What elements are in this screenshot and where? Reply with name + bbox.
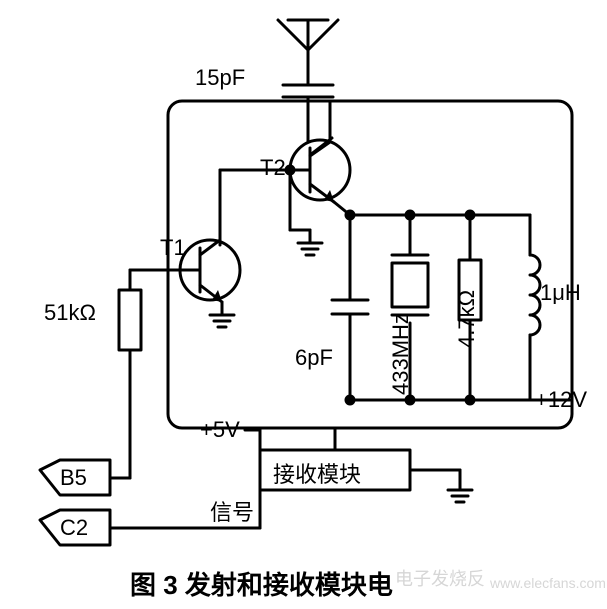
label-v12: +12V (535, 387, 587, 413)
watermark-left: 电子发烧反 (395, 565, 485, 591)
label-t2: T2 (260, 155, 286, 181)
label-rx-module: 接收模块 (273, 457, 361, 489)
label-crystal: 433MHz (388, 313, 414, 395)
label-c2: C2 (60, 515, 88, 541)
label-c-antenna: 15pF (195, 65, 245, 91)
circuit-diagram: 15pF T2 T1 51kΩ 6pF 433MHz 4.7kΩ 1μH +5V… (0, 0, 607, 609)
figure-caption: 图 3 发射和接收模块电 (130, 565, 393, 602)
label-r1: 51kΩ (44, 300, 96, 326)
label-v5: +5V (200, 417, 240, 443)
watermark-right: www.elecfans.com (490, 575, 606, 591)
label-c-bottom: 6pF (295, 345, 333, 371)
label-l1: 1μH (540, 280, 581, 306)
label-r2: 4.7kΩ (454, 290, 480, 348)
label-signal: 信号 (210, 495, 254, 527)
label-b5: B5 (60, 465, 87, 491)
label-t1: T1 (160, 235, 186, 261)
